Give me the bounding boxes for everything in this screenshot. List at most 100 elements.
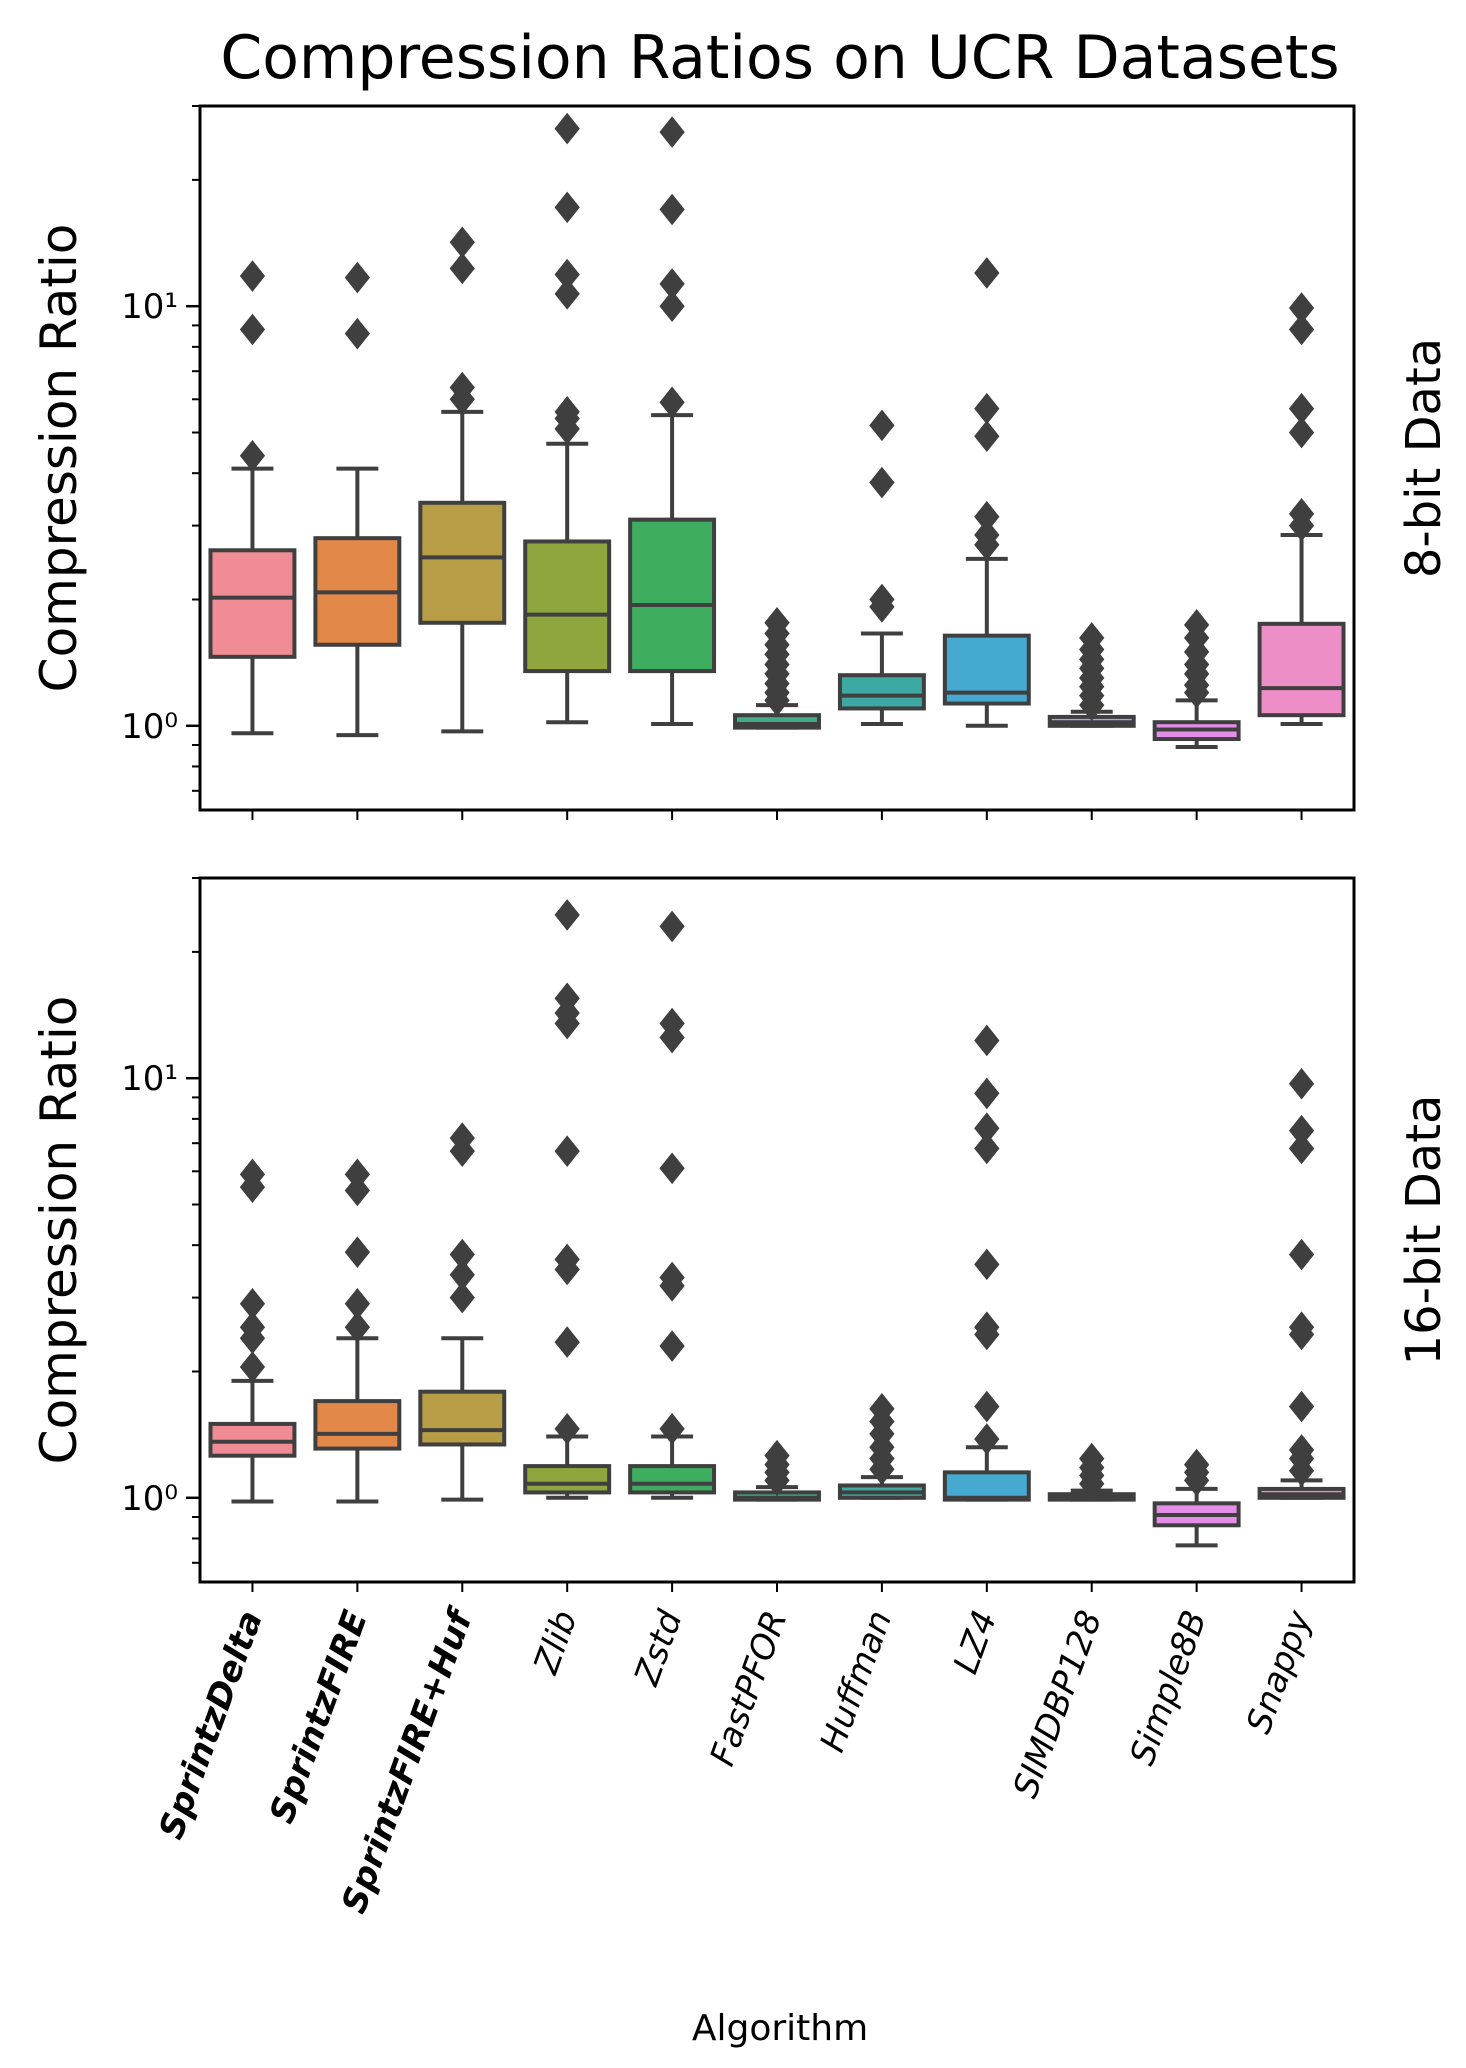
outlier-point [1079, 622, 1105, 654]
outlier-point [239, 440, 266, 472]
outlier-point [1288, 1390, 1315, 1423]
outlier-point [239, 1311, 266, 1344]
outlier-point [1288, 1238, 1315, 1271]
box-zstd [628, 910, 717, 1500]
outlier-point [344, 1158, 371, 1191]
box-body [418, 1389, 507, 1447]
box-body [208, 548, 297, 659]
outlier-point [974, 500, 1000, 533]
box-simple8b [1152, 1448, 1241, 1548]
outlier-point [1288, 392, 1315, 425]
outlier-point [554, 1243, 580, 1276]
box-sprintzdelta [208, 260, 297, 736]
outlier-point [974, 1112, 1000, 1145]
x-tick-label: FastPFOR [702, 1605, 795, 1771]
y-axis-label: Compression Ratio [30, 224, 88, 693]
outlier-point [554, 1135, 580, 1167]
box-body [1257, 621, 1346, 718]
outlier-point [449, 1258, 475, 1291]
outlier-point [239, 260, 266, 292]
outlier-point [1079, 1442, 1105, 1475]
panel-8bit: Compression Ratio 8-bit Data 10⁰ 10¹ [30, 104, 1452, 820]
outlier-point [554, 899, 580, 931]
outlier-point [344, 261, 371, 294]
x-tick-label: SprintzDelta [151, 1605, 271, 1844]
outlier-point [239, 1351, 266, 1383]
panel-16bit: Compression Ratio 16-bit Data 10⁰ 10¹ [30, 876, 1452, 1592]
y-tick-label: 10⁰ [121, 707, 178, 747]
outlier-point [974, 1024, 1000, 1057]
outlier-point [974, 1390, 1000, 1423]
box-sprintzfire [313, 261, 402, 738]
outlier-point [1288, 292, 1315, 324]
outlier-point [554, 191, 580, 224]
x-tick-label: SprintzFIRE [262, 1605, 376, 1828]
outlier-point [659, 1152, 685, 1185]
box-sprintzdelta [208, 1158, 297, 1504]
outlier-point [659, 1261, 685, 1294]
outlier-point [974, 1311, 1000, 1344]
box-body [837, 673, 926, 711]
outlier-point [659, 1413, 685, 1445]
box-zlib [523, 899, 612, 1500]
outlier-point [344, 317, 371, 350]
outlier-point [764, 606, 790, 639]
outlier-point [554, 258, 580, 291]
outlier-point [449, 371, 475, 404]
outlier-point [1288, 1114, 1315, 1147]
outlier-point [869, 409, 895, 442]
outlier-point [554, 396, 580, 428]
box-body [523, 1464, 612, 1495]
box-zstd [628, 116, 717, 726]
row-label: 8-bit Data [1396, 338, 1452, 578]
box-sprintzfire [313, 1158, 402, 1504]
outlier-point [344, 1236, 371, 1268]
row-label: 16-bit Data [1396, 1095, 1452, 1366]
outlier-point [974, 392, 1000, 425]
outlier-point [239, 313, 266, 346]
x-tick-label: Huffman [812, 1605, 900, 1757]
outlier-point [1288, 1132, 1315, 1165]
box-body [418, 500, 507, 625]
outlier-point [869, 466, 895, 499]
outlier-point [344, 1311, 371, 1344]
outlier-point [974, 1423, 1000, 1455]
x-tick-label: SIMDBP128 [1006, 1605, 1111, 1803]
outlier-point [1288, 313, 1315, 346]
outlier-point [239, 1287, 266, 1320]
outlier-point [449, 252, 475, 285]
outlier-point [974, 519, 1000, 551]
outlier-point [554, 1413, 580, 1445]
outlier-point [1288, 1434, 1315, 1466]
box-lz4 [942, 1024, 1031, 1502]
outlier-point [974, 1248, 1000, 1281]
outlier-point [869, 1392, 895, 1425]
outlier-point [1288, 1067, 1315, 1100]
outlier-point [554, 278, 580, 310]
outlier-point [659, 910, 685, 943]
outlier-point [1288, 416, 1315, 449]
box-body [313, 1399, 402, 1451]
y-tick-label: 10⁰ [121, 1479, 178, 1519]
outlier-point [1183, 609, 1210, 641]
outlier-point [344, 1287, 371, 1320]
outlier-point [344, 1174, 371, 1207]
x-tick-label: Simple8B [1122, 1605, 1215, 1770]
outlier-point [974, 1132, 1000, 1165]
outlier-point [554, 1326, 580, 1358]
outlier-point [869, 583, 895, 616]
box-fastpfor [733, 1439, 821, 1502]
outlier-point [554, 112, 580, 145]
box-lz4 [942, 257, 1031, 728]
outlier-point [239, 1158, 266, 1191]
outlier-point [1288, 1311, 1315, 1344]
outlier-point [659, 116, 685, 148]
outlier-point [1288, 498, 1315, 530]
x-tick-label: LZ4 [946, 1605, 1005, 1679]
x-axis-label: Algorithm [692, 2008, 868, 2049]
x-tick-label: Zlib [526, 1605, 586, 1680]
box-fastpfor [733, 606, 821, 730]
outlier-point [449, 1281, 475, 1314]
